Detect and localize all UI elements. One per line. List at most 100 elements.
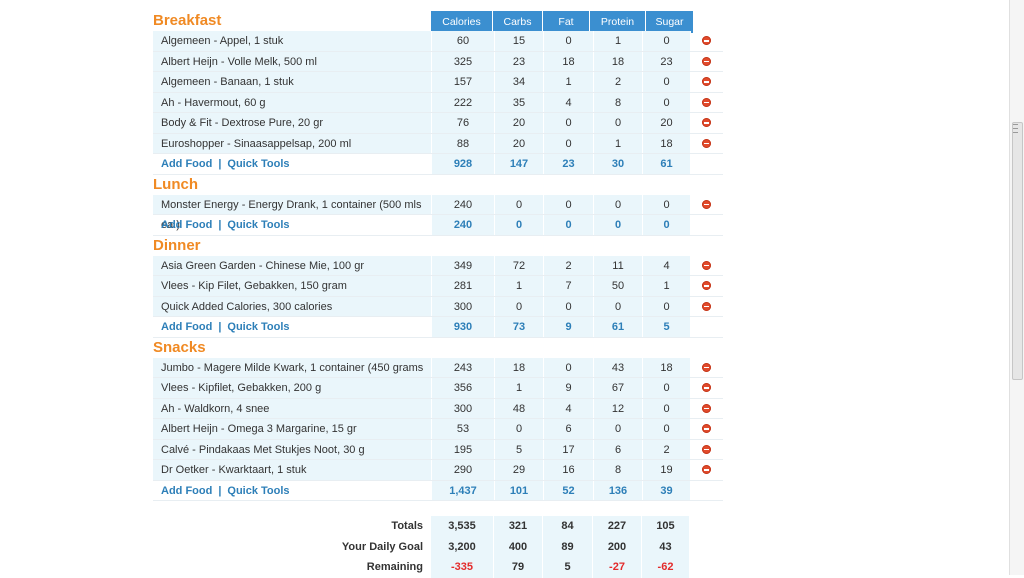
delete-icon[interactable] [701,403,711,413]
food-value: 7 [544,276,593,296]
food-value: 0 [643,419,690,439]
food-value: 20 [495,133,543,153]
food-value: 0 [643,72,690,92]
food-value: 2 [594,72,642,92]
meal-total-value: 30 [594,154,642,174]
food-diary: Breakfast Algemeen - Appel, 1 stuk 60 15 0 1 0… [153,11,723,501]
food-value: 43 [594,357,642,377]
food-value: 0 [643,296,690,316]
quick-tools-link[interactable]: Quick Tools [227,321,290,333]
delete-icon[interactable] [701,301,711,311]
food-name[interactable]: Vlees - Kipfilet, Gebakken, 200 g [153,378,431,398]
meal-total-value: 930 [432,317,494,337]
food-value: 1 [495,276,543,296]
meal-title-breakfast: Breakfast [153,12,222,29]
food-value: 0 [544,113,593,133]
food-name[interactable]: Monster Energy - Energy Drank, 1 contain… [153,194,431,231]
delete-icon[interactable] [701,199,711,209]
food-value: 281 [432,276,494,296]
summary-value: -62 [642,557,689,578]
delete-icon[interactable] [701,465,711,475]
header-carbs: Carbs [493,11,543,33]
summary-value: 321 [494,516,542,537]
food-value: 88 [432,133,494,153]
food-name[interactable]: Algemeen - Appel, 1 stuk [153,31,431,51]
quick-tools-link[interactable]: Quick Tools [227,219,290,231]
food-value: 1 [544,72,593,92]
link-separator: | [218,219,222,231]
delete-icon[interactable] [701,138,711,148]
food-name[interactable]: Vlees - Kip Filet, Gebakken, 150 gram [153,276,431,296]
meal-total-value: 0 [594,215,642,235]
food-value: 300 [432,398,494,418]
food-name[interactable]: Algemeen - Banaan, 1 stuk [153,72,431,92]
header-protein: Protein [590,11,646,33]
meal-total-value: 1,437 [432,480,494,500]
delete-icon[interactable] [701,383,711,393]
food-value: 18 [643,133,690,153]
delete-icon[interactable] [701,118,711,128]
food-value: 1 [594,133,642,153]
meal-total-value: 61 [594,317,642,337]
food-name[interactable]: Euroshopper - Sinaasappelsap, 200 ml [153,133,431,153]
food-value: 53 [432,419,494,439]
summary-value: 400 [494,536,542,557]
food-name[interactable]: Body & Fit - Dextrose Pure, 20 gr [153,113,431,133]
scrollbar-thumb[interactable] [1012,122,1023,380]
food-value: 4 [544,398,593,418]
food-row: Body & Fit - Dextrose Pure, 20 gr 76 20 0 0 2… [153,113,723,134]
food-row: Vlees - Kipfilet, Gebakken, 200 g 356 1 9 67… [153,378,723,399]
meal-total-row: Add Food | Quick Tools 930 73 9 61 5 [153,317,723,338]
delete-icon[interactable] [701,97,711,107]
food-value: 50 [594,276,642,296]
food-name[interactable]: Ah - Waldkorn, 4 snee [153,398,431,418]
delete-icon[interactable] [701,424,711,434]
delete-icon[interactable] [701,362,711,372]
meal-total-row: Add Food | Quick Tools 928 147 23 30 61 [153,154,723,175]
meal-total-value: 23 [544,154,593,174]
meal-total-row: Add Food | Quick Tools 1,437 101 52 136 39 [153,480,723,501]
link-separator: | [218,321,222,333]
quick-tools-link[interactable]: Quick Tools [227,484,290,497]
food-row: Albert Heijn - Omega 3 Margarine, 15 gr 5… [153,419,723,440]
food-name[interactable]: Asia Green Garden - Chinese Mie, 100 gr [153,255,431,275]
food-name[interactable]: Ah - Havermout, 60 g [153,92,431,112]
food-value: 0 [495,194,543,214]
food-value: 195 [432,439,494,459]
quick-tools-link[interactable]: Quick Tools [227,158,290,170]
summary-value: 84 [543,516,592,537]
food-row: Asia Green Garden - Chinese Mie, 100 gr 3… [153,255,723,276]
food-value: 12 [594,398,642,418]
food-value: 0 [594,296,642,316]
delete-icon[interactable] [701,56,711,66]
delete-icon[interactable] [701,281,711,291]
food-value: 1 [643,276,690,296]
food-value: 1 [495,378,543,398]
delete-icon[interactable] [701,36,711,46]
food-value: 0 [594,194,642,214]
vertical-scrollbar[interactable] [1009,0,1024,575]
food-value: 8 [594,460,642,480]
delete-icon[interactable] [701,77,711,87]
food-name[interactable]: Albert Heijn - Volle Melk, 500 ml [153,51,431,71]
food-name[interactable]: Calvé - Pindakaas Met Stukjes Noot, 30 g [153,439,431,459]
add-food-link[interactable]: Add Food [161,158,213,170]
add-food-link[interactable]: Add Food [161,321,213,333]
add-food-link[interactable]: Add Food [161,219,213,231]
delete-icon[interactable] [701,444,711,454]
food-value: 222 [432,92,494,112]
food-name[interactable]: Albert Heijn - Omega 3 Margarine, 15 gr [153,419,431,439]
food-value: 0 [544,133,593,153]
daily-summary: Totals 3,535 321 84 227 105 Your Daily Goal 3,2… [153,516,690,578]
link-separator: | [218,158,222,170]
food-value: 60 [432,31,494,51]
delete-icon[interactable] [701,260,711,270]
food-name[interactable]: Dr Oetker - Kwarktaart, 1 stuk [153,460,431,480]
food-name[interactable]: Jumbo - Magere Milde Kwark, 1 container … [153,357,431,394]
meal-total-value: 61 [643,154,690,174]
add-food-link[interactable]: Add Food [161,484,213,497]
food-name[interactable]: Quick Added Calories, 300 calories [153,296,431,316]
summary-row: Your Daily Goal 3,200 400 89 200 43 [153,536,690,557]
summary-value: 105 [642,516,689,537]
food-row: Ah - Havermout, 60 g 222 35 4 8 0 [153,92,723,113]
